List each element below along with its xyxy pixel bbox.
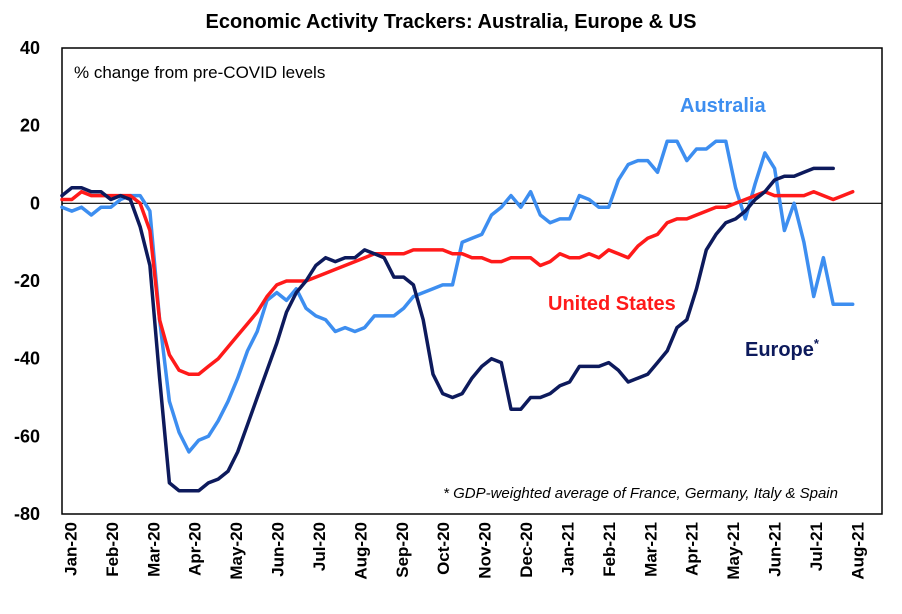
series-lines	[60, 139, 855, 493]
series-labels: Australia United States Europe*	[548, 95, 820, 361]
series-line-europe	[60, 166, 835, 493]
y-tick-label: 20	[20, 116, 40, 136]
x-tick-label: Jun-20	[269, 522, 288, 577]
x-tick-label: Apr-20	[186, 522, 205, 576]
y-axis: 40 20 0 -20 -40 -60 -80	[14, 38, 40, 524]
x-tick-label: Mar-21	[641, 522, 660, 577]
chart-footnote: * GDP-weighted average of France, German…	[443, 485, 838, 502]
x-tick-label: Feb-20	[103, 522, 122, 577]
x-tick-label: Oct-20	[434, 522, 453, 575]
series-label-united-states: United States	[548, 293, 676, 315]
x-tick-label: Apr-21	[683, 522, 702, 576]
x-tick-label: Jun-21	[765, 522, 784, 577]
x-tick-label: Sep-20	[393, 522, 412, 578]
plot-area	[61, 47, 883, 515]
x-tick-label: Aug-20	[351, 522, 370, 580]
x-tick-label: May-20	[227, 522, 246, 580]
chart-subtitle: % change from pre-COVID levels	[74, 63, 325, 82]
y-tick-label: -20	[14, 271, 40, 291]
x-tick-label: Nov-20	[476, 522, 495, 579]
x-tick-label: Jul-21	[807, 522, 826, 571]
chart-title: Economic Activity Trackers: Australia, E…	[206, 11, 697, 33]
series-line-australia	[60, 139, 855, 454]
y-tick-label: 0	[30, 193, 40, 213]
series-label-australia: Australia	[680, 95, 766, 117]
x-tick-label: Dec-20	[517, 522, 536, 578]
y-tick-label: 40	[20, 38, 40, 58]
x-tick-label: Mar-20	[144, 522, 163, 577]
series-label-europe-text: Europe	[745, 339, 814, 361]
series-label-europe: Europe*	[745, 336, 820, 361]
x-tick-label: Jul-20	[310, 522, 329, 571]
x-tick-label: May-21	[724, 522, 743, 580]
y-tick-label: -80	[14, 504, 40, 524]
series-label-europe-suffix: *	[814, 336, 820, 351]
y-tick-label: -40	[14, 349, 40, 369]
x-tick-label: Aug-21	[848, 522, 867, 580]
y-tick-label: -60	[14, 426, 40, 446]
x-axis: Jan-20 Feb-20 Mar-20 Apr-20 May-20 Jun-20 Jul-…	[61, 522, 867, 580]
x-tick-label: Jan-21	[558, 522, 577, 576]
series-line-united-states	[60, 189, 855, 376]
x-tick-label: Jan-20	[61, 522, 80, 576]
x-tick-label: Feb-21	[600, 522, 619, 577]
